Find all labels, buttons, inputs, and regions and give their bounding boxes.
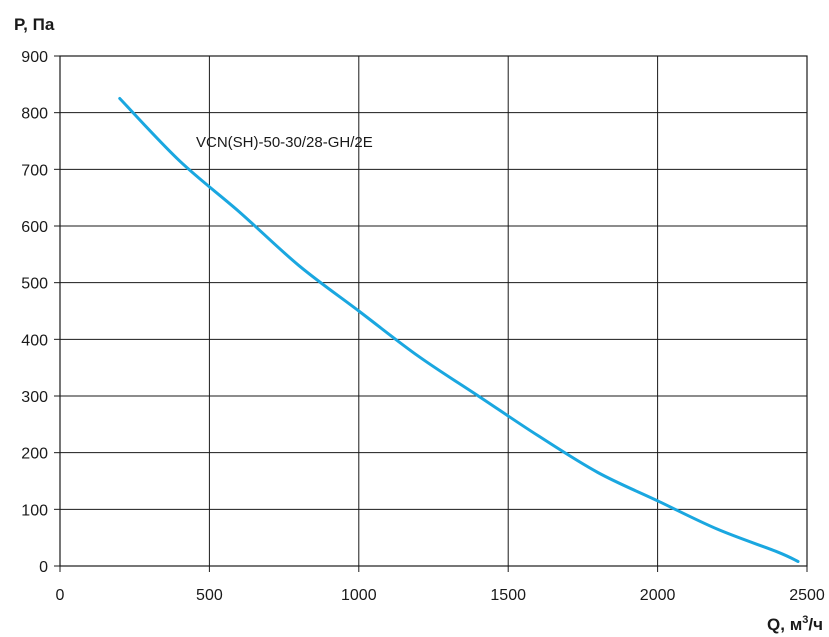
- grid-lines: [54, 55, 808, 572]
- y-tick-label: 300: [21, 389, 48, 406]
- y-tick-label: 400: [21, 332, 48, 349]
- x-tick-labels: 0 500 1000 1500 2000 2500: [56, 587, 825, 604]
- y-tick-label: 600: [21, 219, 48, 236]
- x-tick-label: 2000: [640, 587, 676, 604]
- x-axis-title-tail: /ч: [808, 615, 823, 634]
- y-tick-label: 800: [21, 106, 48, 123]
- y-tick-label: 700: [21, 162, 48, 179]
- x-tick-label: 500: [196, 587, 223, 604]
- x-axis-title-main: Q, м: [767, 615, 802, 634]
- y-tick-label: 500: [21, 276, 48, 293]
- x-tick-label: 1500: [490, 587, 526, 604]
- y-tick-label: 200: [21, 446, 48, 463]
- y-axis-title: P, Па: [14, 15, 55, 34]
- x-axis-title: Q, м3/ч: [767, 614, 823, 634]
- x-tick-label: 0: [56, 587, 65, 604]
- x-tick-label: 2500: [789, 587, 825, 604]
- y-tick-label: 100: [21, 502, 48, 519]
- plot-frame: [59, 55, 808, 567]
- x-axis-title-sup: 3: [802, 614, 808, 626]
- series-annotation: VCN(SH)-50-30/28-GH/2E: [196, 134, 373, 151]
- y-tick-label: 900: [21, 49, 48, 66]
- series-line: [118, 97, 800, 563]
- x-tick-label: 1000: [341, 587, 377, 604]
- y-tick-labels: 0 100 200 300 400 500 600 700 800 900: [21, 49, 48, 576]
- y-tick-label: 0: [39, 559, 48, 576]
